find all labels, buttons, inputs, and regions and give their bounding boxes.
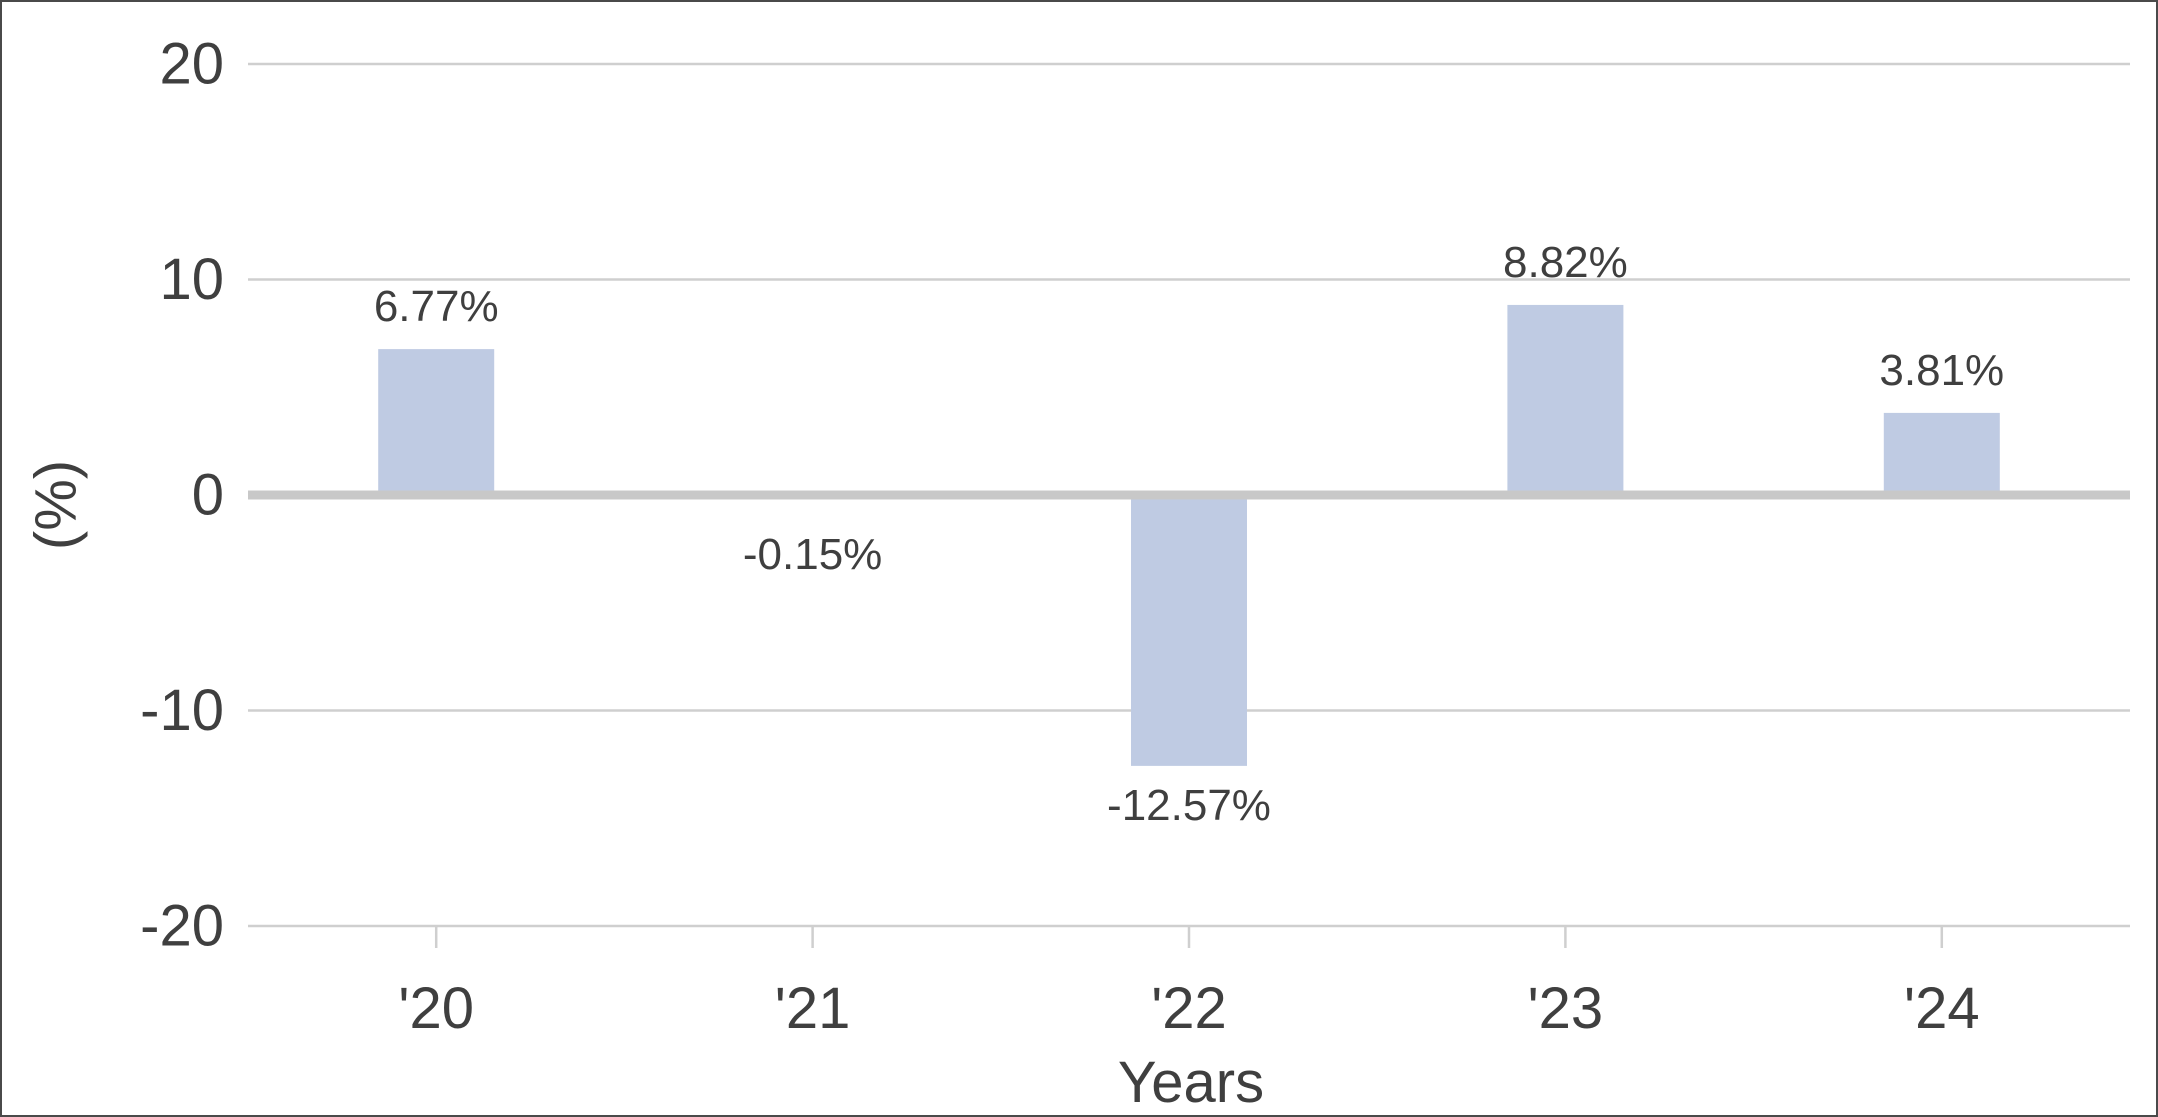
bar-5 (1883, 412, 2000, 495)
y-tick-label: -10 (140, 678, 224, 743)
data-label: 8.82% (1503, 238, 1628, 287)
data-label: -0.15% (743, 530, 882, 579)
bar-4 (1507, 304, 1624, 495)
x-axis-title: Years (1118, 1050, 1264, 1115)
x-tick-label: '23 (1528, 976, 1604, 1041)
data-label: 6.77% (374, 282, 499, 331)
x-tick-label: '24 (1904, 976, 1980, 1041)
y-tick-label: 0 (192, 463, 224, 528)
y-tick-label: -20 (140, 894, 224, 959)
bar-1 (378, 349, 495, 495)
y-tick-label: 10 (159, 247, 224, 312)
data-label: 3.81% (1879, 346, 2004, 395)
x-tick-label: '21 (775, 976, 851, 1041)
data-label: -12.57% (1107, 781, 1271, 830)
y-axis-title: (%) (24, 460, 89, 550)
y-tick-label: 20 (159, 32, 224, 97)
bar-3 (1131, 495, 1247, 766)
x-tick-label: '20 (398, 976, 474, 1041)
x-tick-label: '22 (1151, 976, 1227, 1041)
